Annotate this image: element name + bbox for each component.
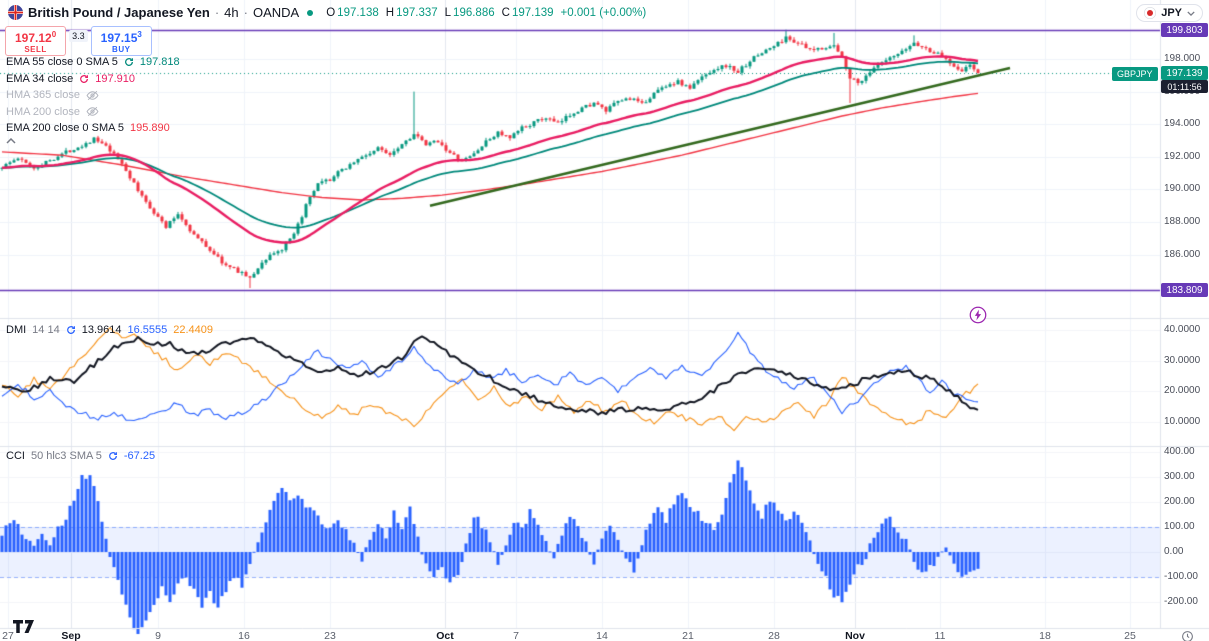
dmi-plus-di-value: 16.5555 [127, 324, 168, 336]
indicator-row-ema55[interactable]: EMA 55 close 0 SMA 5 197.818 [6, 54, 180, 71]
sell-price-sup: 0 [51, 30, 57, 39]
tradingview-logo[interactable] [13, 620, 35, 633]
close-label: C [501, 6, 510, 19]
cci-params: 50 hlc3 SMA 5 [30, 450, 102, 462]
trade-panel: 197.120 SELL 3.3 197.153 BUY [5, 26, 152, 56]
symbol-pill: GBPJPY [1112, 67, 1158, 81]
timeframe[interactable]: 4h [224, 5, 239, 20]
exchange: OANDA [252, 5, 300, 20]
cci-name[interactable]: CCI [6, 450, 25, 462]
title-separator: · [214, 5, 220, 20]
indicator-name[interactable]: HMA 365 close [6, 89, 80, 102]
sync-icon [124, 57, 134, 67]
sell-button[interactable]: 197.120 SELL [5, 26, 67, 56]
high-value: 197.337 [396, 6, 438, 19]
jpy-flag-icon [1144, 7, 1157, 19]
indicator-row-ema200[interactable]: EMA 200 close 0 SMA 5 195.890 [6, 120, 180, 137]
cci-legend[interactable]: CCI 50 hlc3 SMA 5 -67.25 [6, 450, 155, 462]
dmi-minus-di-value: 22.4409 [173, 324, 213, 336]
upper-ray-price-badge[interactable]: 199.803 [1161, 23, 1208, 37]
indicator-value: 197.910 [95, 72, 136, 85]
indicator-name[interactable]: EMA 34 close [6, 72, 74, 85]
currency-label: JPY [1161, 7, 1182, 19]
indicator-legend: EMA 55 close 0 SMA 5 197.818 EMA 34 clos… [6, 54, 180, 137]
low-value: 196.886 [453, 6, 495, 19]
dmi-params: 14 14 [32, 324, 60, 336]
title-separator: · [243, 5, 248, 20]
buy-label: BUY [112, 45, 131, 54]
dmi-adx-value: 13.9614 [81, 324, 122, 336]
sync-icon [66, 325, 76, 335]
close-value: 197.139 [511, 6, 554, 19]
last-price-badge[interactable]: 197.139 [1161, 66, 1208, 80]
market-status-dot [307, 9, 314, 16]
indicator-row-hma365[interactable]: HMA 365 close [6, 87, 180, 104]
eye-off-icon[interactable] [86, 89, 99, 102]
sell-price: 197.12 [15, 31, 52, 45]
clock-icon[interactable] [1181, 630, 1194, 641]
buy-price: 197.15 [100, 31, 138, 45]
indicator-name[interactable]: HMA 200 close [6, 105, 80, 118]
indicator-value: 195.890 [130, 122, 170, 135]
indicator-row-hma200[interactable]: HMA 200 close [6, 104, 180, 121]
symbol-title[interactable]: British Pound / Japanese Yen [28, 5, 210, 20]
indicator-row-ema34[interactable]: EMA 34 close 197.910 [6, 71, 180, 88]
bar-countdown-badge: 01:11:56 [1161, 80, 1208, 93]
chart-header: British Pound / Japanese Yen · 4h · OAND… [8, 5, 646, 20]
change-value: +0.001 (+0.00%) [560, 6, 647, 19]
dmi-legend[interactable]: DMI 14 14 13.9614 16.5555 22.4409 [6, 324, 213, 336]
lower-ray-price-badge[interactable]: 183.809 [1161, 283, 1208, 297]
indicator-name[interactable]: EMA 55 close 0 SMA 5 [6, 56, 118, 69]
high-label: H [385, 6, 395, 19]
indicator-value: 197.818 [139, 56, 180, 69]
ohlc-readout: O 197.138 H 197.337 L 196.886 C 197.139 +0.0… [321, 7, 646, 19]
open-label: O [326, 6, 336, 19]
buy-button[interactable]: 197.153 BUY [90, 26, 152, 56]
sync-icon [79, 74, 89, 84]
chevron-down-icon [1187, 10, 1195, 16]
cci-value: -67.25 [123, 450, 156, 462]
legend-collapse-icon[interactable] [6, 137, 16, 144]
sync-icon [108, 451, 118, 461]
currency-selector-button[interactable]: JPY [1136, 4, 1203, 22]
low-label: L [444, 6, 452, 19]
buy-price-sup: 3 [137, 30, 142, 39]
eye-off-icon[interactable] [86, 105, 99, 118]
instant-trading-bolt-icon[interactable] [969, 306, 987, 324]
indicator-name[interactable]: EMA 200 close 0 SMA 5 [6, 122, 125, 135]
dmi-name[interactable]: DMI [6, 324, 27, 336]
open-value: 197.138 [337, 6, 379, 19]
symbol-flag-icon [8, 5, 23, 20]
spread-value: 3.3 [69, 30, 88, 42]
sell-label: SELL [24, 45, 47, 54]
